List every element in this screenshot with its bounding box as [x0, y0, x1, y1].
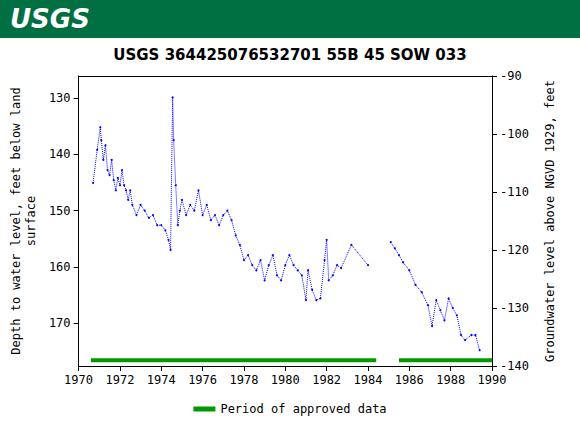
- svg-text:surface: surface: [24, 196, 38, 247]
- svg-text:-140: -140: [500, 359, 529, 373]
- svg-text:Depth to water level, feet bel: Depth to water level, feet below land: [9, 87, 23, 354]
- svg-text:140: 140: [49, 147, 71, 161]
- svg-text:1988: 1988: [436, 373, 465, 387]
- svg-text:1982: 1982: [312, 373, 341, 387]
- svg-text:-120: -120: [500, 243, 529, 257]
- svg-text:Period of approved data: Period of approved data: [220, 402, 386, 416]
- svg-text:1974: 1974: [147, 373, 176, 387]
- svg-text:1970: 1970: [64, 373, 93, 387]
- html-text:USGS: USGS: [10, 4, 90, 34]
- svg-text:130: 130: [49, 91, 71, 105]
- svg-text:1972: 1972: [105, 373, 134, 387]
- svg-text:-100: -100: [500, 127, 529, 141]
- svg-text:1980: 1980: [271, 373, 300, 387]
- svg-text:150: 150: [49, 204, 71, 218]
- svg-text:1990: 1990: [478, 373, 507, 387]
- svg-text:-130: -130: [500, 301, 529, 315]
- svg-text:1984: 1984: [354, 373, 383, 387]
- svg-text:Groundwater level above NGVD 1: Groundwater level above NGVD 1929, feet: [543, 80, 557, 362]
- svg-text:USGS 364425076532701 55B 45 SO: USGS 364425076532701 55B 45 SOW 033: [113, 46, 466, 64]
- svg-text:1976: 1976: [188, 373, 217, 387]
- svg-text:-90: -90: [500, 69, 522, 83]
- svg-text:-110: -110: [500, 185, 529, 199]
- svg-text:170: 170: [49, 316, 71, 330]
- svg-text:160: 160: [49, 260, 71, 274]
- svg-text:1986: 1986: [395, 373, 424, 387]
- svg-text:1978: 1978: [229, 373, 258, 387]
